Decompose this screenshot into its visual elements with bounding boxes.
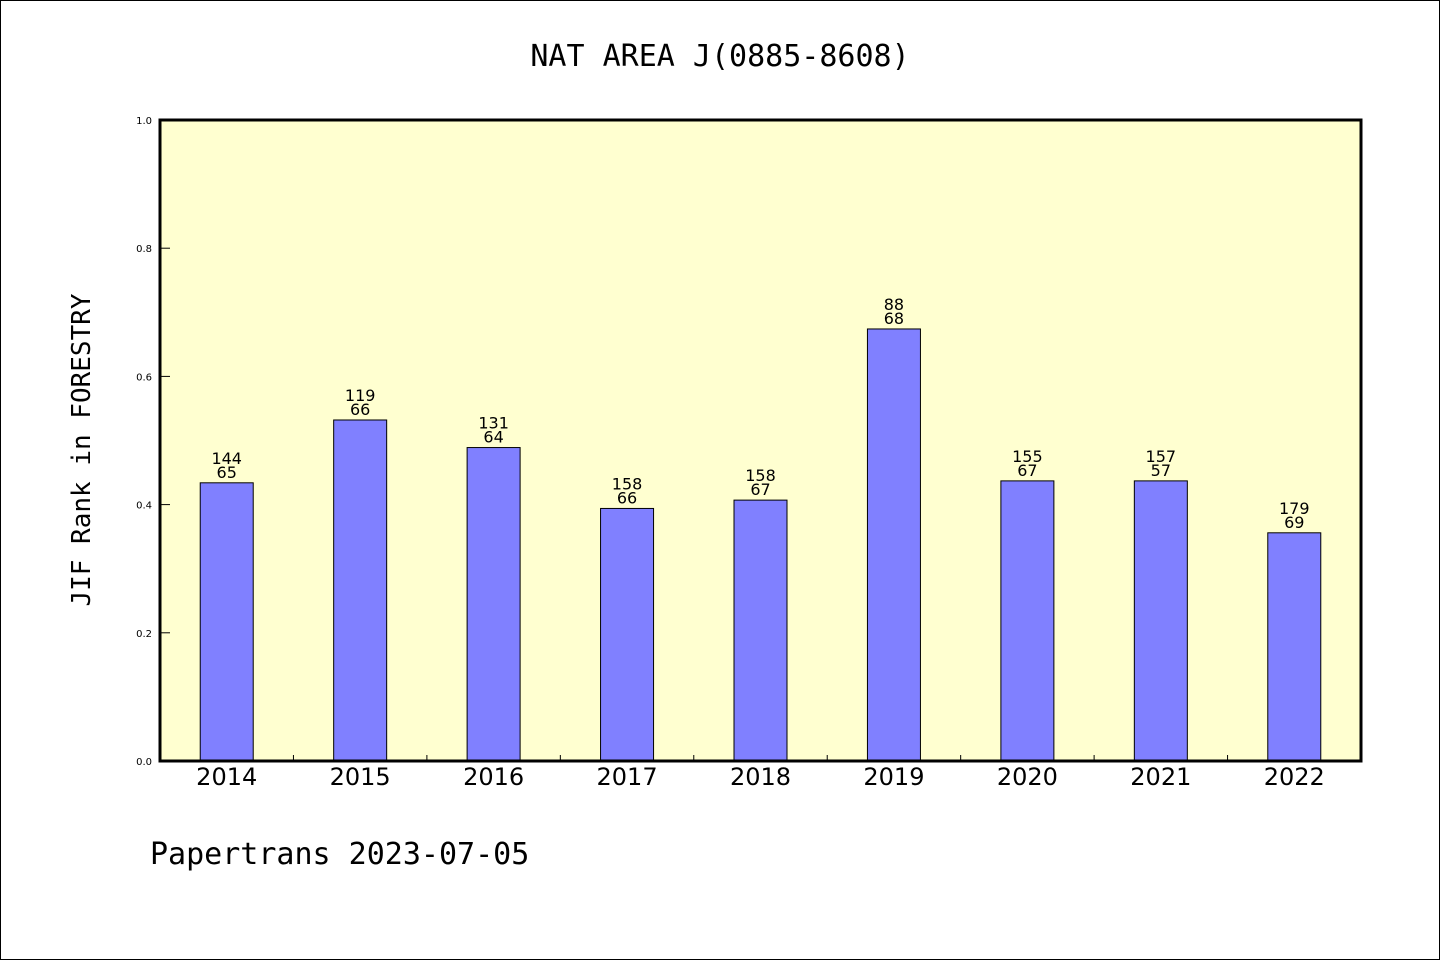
- bar-label-bottom: 57: [1151, 461, 1171, 480]
- bar-2018: [733, 499, 788, 762]
- y-tick-label: 0.4: [136, 501, 152, 512]
- bar-2021: [1133, 480, 1188, 762]
- x-tick-label: 2022: [1264, 763, 1325, 791]
- bar-data-labels: 1446511966131641586615867886815567157571…: [211, 295, 1309, 532]
- bar-label-top: 88: [884, 295, 904, 314]
- bar-label-top: 158: [745, 466, 776, 485]
- x-tick-label: 2021: [1130, 763, 1191, 791]
- bar-label-top: 179: [1279, 499, 1310, 518]
- bar-label-top: 155: [1012, 447, 1043, 466]
- bar-2014: [199, 482, 254, 762]
- footer-text: Papertrans 2023-07-05: [150, 837, 529, 872]
- y-axis-ticks: 0.0 0.2 0.4 0.6 0.8 1.0: [136, 116, 170, 768]
- bar-2019: [866, 328, 921, 762]
- bar-label-bottom: 66: [350, 400, 370, 419]
- bar-2022: [1267, 532, 1322, 762]
- bar-series: [199, 328, 1322, 762]
- bar-2020: [1000, 480, 1055, 762]
- y-tick-label: 0.8: [136, 244, 152, 255]
- bar-label-top: 119: [345, 386, 376, 405]
- bar-label-bottom: 66: [617, 488, 637, 507]
- bar-label-top: 144: [211, 449, 242, 468]
- y-tick-label: 1.0: [136, 116, 152, 127]
- y-tick-label: 0.6: [136, 372, 152, 383]
- x-tick-label: 2015: [330, 763, 391, 791]
- bar-2016: [466, 447, 521, 762]
- bar-label-top: 131: [478, 414, 509, 433]
- bar-label-bottom: 67: [750, 480, 770, 499]
- bar-label-bottom: 69: [1284, 513, 1304, 532]
- bar-label-bottom: 64: [483, 428, 503, 447]
- bar-label-bottom: 68: [884, 309, 904, 328]
- x-tick-label: 2016: [463, 763, 524, 791]
- y-tick-label: 0.2: [136, 629, 152, 640]
- bar-label-bottom: 67: [1017, 461, 1037, 480]
- y-tick-label: 0.0: [136, 757, 152, 768]
- x-tick-label: 2018: [730, 763, 791, 791]
- x-axis-ticks: 2014 2015 2016 2017 2018 2019 2020 2021 2022: [196, 755, 1325, 791]
- bar-2015: [333, 419, 388, 762]
- bar-label-top: 158: [612, 474, 643, 493]
- x-tick-label: 2020: [997, 763, 1058, 791]
- bar-label-bottom: 65: [217, 463, 237, 482]
- bar-2017: [600, 507, 655, 762]
- plot-border: [158, 118, 1363, 763]
- bar-label-top: 157: [1146, 447, 1177, 466]
- x-tick-label: 2019: [863, 763, 924, 791]
- chart-title: NAT AREA J(0885-8608): [530, 39, 909, 74]
- x-tick-label: 2017: [597, 763, 658, 791]
- y-axis-label: JIF Rank in FORESTRY: [67, 293, 97, 606]
- x-tick-label: 2014: [196, 763, 257, 791]
